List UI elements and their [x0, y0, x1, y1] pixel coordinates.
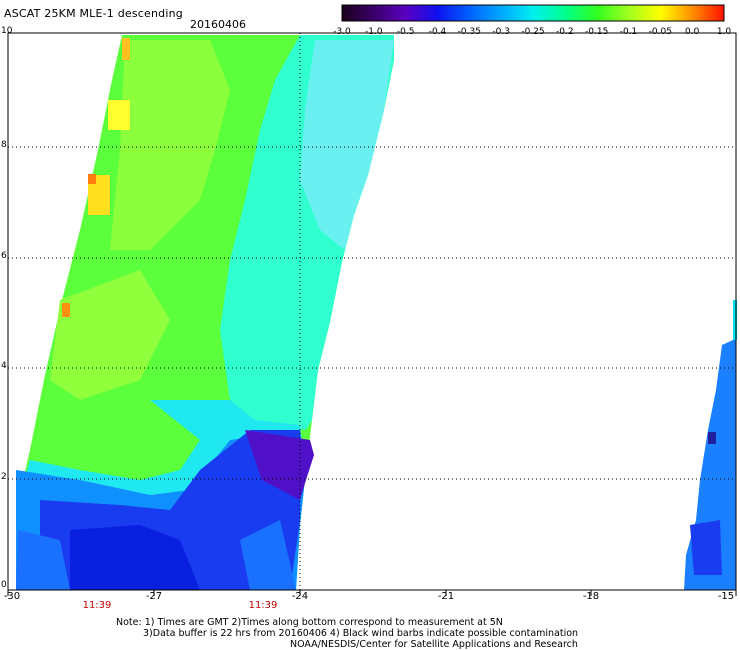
y-tick-4: 4: [1, 361, 7, 371]
y-tick-6: 6: [1, 251, 7, 261]
colorbar-label: 0.0: [684, 27, 700, 37]
colorbar-gradient: [341, 4, 725, 22]
swath-main: [16, 35, 394, 590]
colorbar-label: -1.0: [365, 27, 383, 37]
colorbar-label: -0.1: [619, 27, 638, 37]
colorbar-label: -0.35: [457, 27, 481, 37]
map-title: ASCAT 25KM MLE-1 descending: [4, 7, 183, 20]
note-line-3: NOAA/NESDIS/Center for Satellite Applica…: [290, 639, 578, 650]
x-tick-minus15: -15: [717, 591, 735, 602]
map-date: 20160406: [190, 18, 246, 31]
x-tick-minus21: -21: [437, 591, 455, 602]
colorbar-label: -0.4: [428, 27, 447, 37]
colorbar-label: -0.05: [648, 27, 672, 37]
note-line-2: 3)Data buffer is 22 hrs from 20160406 4)…: [143, 628, 579, 639]
x-tick-minus30: -30: [3, 591, 21, 602]
y-tick-2: 2: [1, 472, 7, 482]
grid: [8, 33, 736, 590]
time-label-1: 11:39: [82, 600, 112, 611]
x-tick-minus18: -18: [582, 591, 600, 602]
x-tick-minus27: -27: [145, 591, 163, 602]
colorbar-label: -0.5: [396, 27, 415, 37]
colorbar-label: 1.0: [716, 27, 732, 37]
colorbar: [341, 4, 725, 22]
x-tick-minus24: -24: [291, 591, 309, 602]
colorbar-label: -0.15: [585, 27, 609, 37]
plot-frame: [7, 32, 737, 591]
colorbar-label: -3.0: [333, 27, 351, 37]
y-tick-10: 10: [1, 26, 13, 36]
note-line-1: Note: 1) Times are GMT 2)Times along bot…: [116, 617, 503, 628]
time-label-2: 11:39: [248, 600, 278, 611]
swath-right: [684, 300, 737, 590]
colorbar-label: -0.3: [492, 27, 510, 37]
tick-marks: [7, 590, 737, 596]
y-tick-0: 0: [1, 580, 7, 590]
colorbar-label: -0.25: [521, 27, 545, 37]
colorbar-label: -0.2: [556, 27, 574, 37]
y-tick-8: 8: [1, 140, 7, 150]
